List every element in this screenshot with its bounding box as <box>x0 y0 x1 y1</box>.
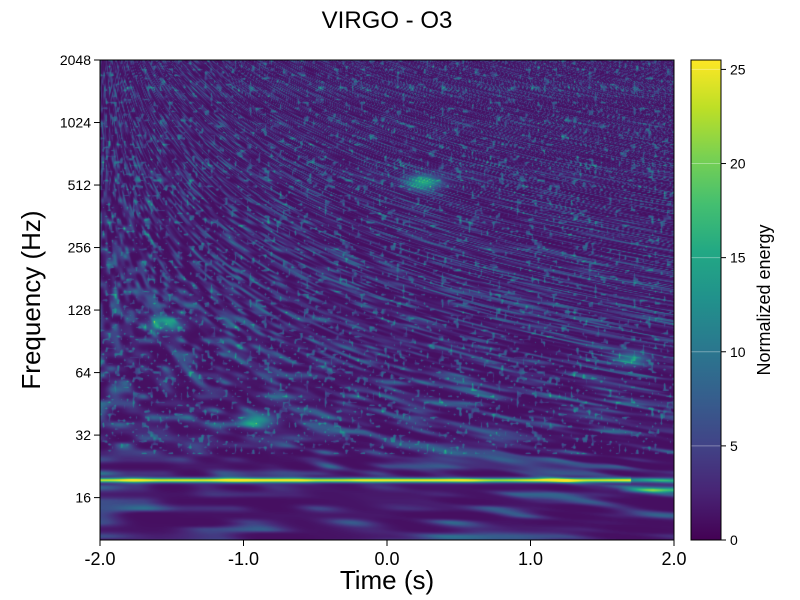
colorbar-tick-label: 15 <box>730 250 746 266</box>
x-tick-label: 0.0 <box>374 549 399 569</box>
x-tick-label: -2.0 <box>84 549 115 569</box>
x-tick-label: -1.0 <box>228 549 259 569</box>
y-tick-label: 256 <box>68 240 92 256</box>
colorbar-tick-label: 20 <box>730 156 746 172</box>
colorbar-frame <box>690 59 722 541</box>
chart-title: VIRGO - O3 <box>322 7 453 34</box>
x-tick-label: 1.0 <box>518 549 543 569</box>
colorbar-tick-label: 25 <box>730 61 746 77</box>
y-tick-label: 512 <box>68 177 92 193</box>
y-axis-ticks: 16 32 64 128 256 512 1024 2048 <box>60 52 100 506</box>
y-tick-label: 32 <box>75 427 91 443</box>
y-tick-label: 128 <box>68 302 92 318</box>
y-axis-label: Frequency (Hz) <box>16 210 46 389</box>
colorbar-tick-label: 10 <box>730 344 746 360</box>
heatmap-canvas <box>100 60 674 540</box>
colorbar-tick-label: 0 <box>730 532 738 548</box>
colorbar-tick-label: 5 <box>730 438 738 454</box>
x-axis-ticks: -2.0 -1.0 0.0 1.0 2.0 <box>84 540 687 569</box>
x-axis-label: Time (s) <box>340 565 434 595</box>
colorbar-label: Normalized energy <box>754 224 774 375</box>
y-tick-label: 16 <box>75 490 91 506</box>
y-tick-label: 64 <box>75 365 91 381</box>
colorbar-gradient <box>691 60 721 540</box>
y-tick-label: 1024 <box>60 115 91 131</box>
colorbar: 0 5 10 15 20 25 Normalized energy <box>690 59 774 548</box>
y-tick-label: 2048 <box>60 52 91 68</box>
plot-area <box>99 59 675 541</box>
x-tick-label: 2.0 <box>661 549 686 569</box>
